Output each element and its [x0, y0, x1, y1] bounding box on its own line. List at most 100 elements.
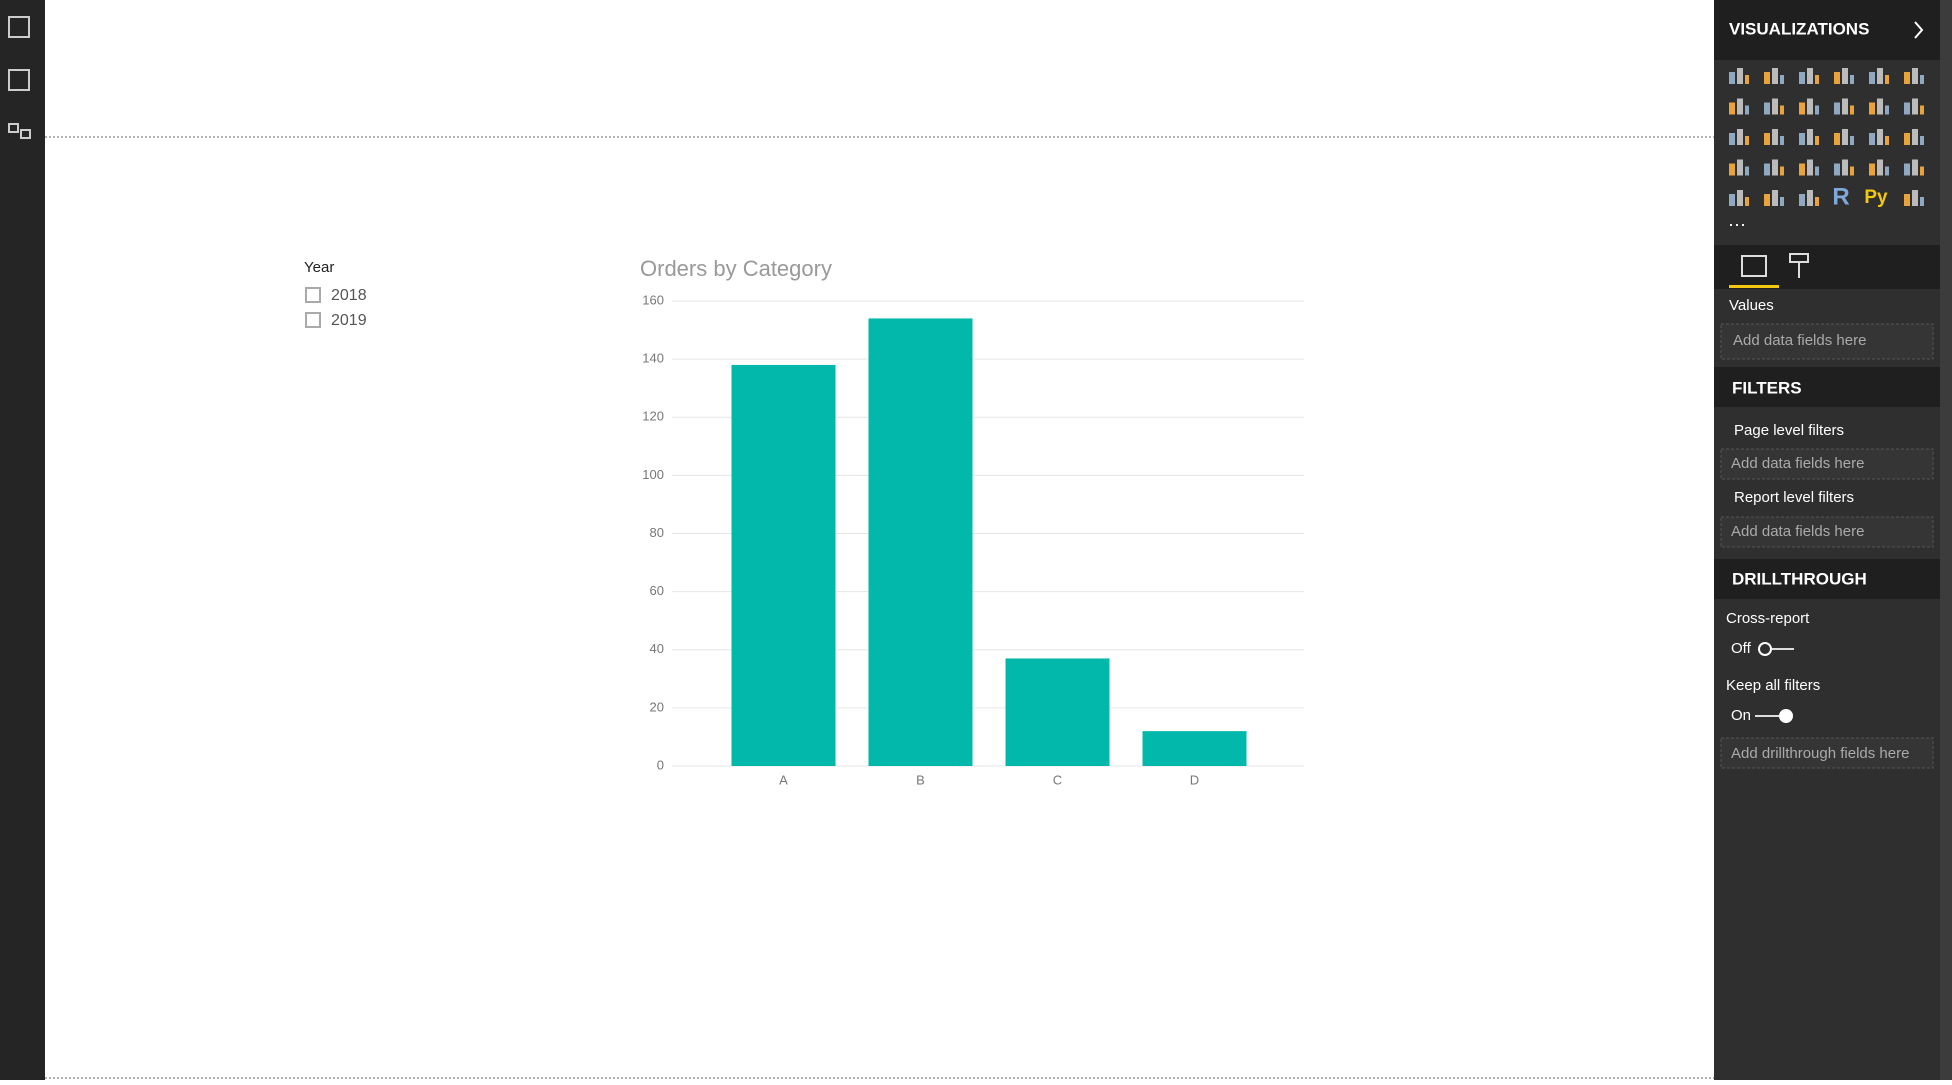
viz-icon-part	[1834, 72, 1840, 84]
viz-icon-part	[1772, 190, 1778, 206]
viz-icon[interactable]	[1729, 98, 1749, 115]
viz-icon[interactable]	[1799, 98, 1819, 115]
viz-icon-part	[1807, 98, 1813, 115]
viz-icon[interactable]	[1799, 190, 1819, 206]
drop-zone[interactable]	[1720, 323, 1934, 360]
viz-icon-part	[1834, 133, 1840, 145]
viz-icon-part	[1885, 136, 1889, 145]
placeholder: Add data fields here	[1733, 332, 1866, 349]
viz-icon-part	[1904, 194, 1910, 206]
viz-icon[interactable]	[1729, 129, 1749, 145]
viz-icon-part	[1764, 163, 1770, 176]
viz-icon[interactable]	[1869, 129, 1889, 145]
viz-icon-part	[1912, 129, 1918, 145]
viz-icon-part	[1729, 194, 1735, 206]
viz-icon[interactable]	[1904, 68, 1924, 84]
viz-icon[interactable]	[1729, 68, 1749, 84]
drop-zone[interactable]	[1720, 448, 1934, 480]
data-view-icon[interactable]	[8, 69, 30, 91]
viz-icon-part	[1737, 68, 1743, 84]
viz-icon-part	[1799, 133, 1805, 145]
y-tick-label: 40	[650, 641, 664, 656]
viz-icon[interactable]	[1834, 98, 1854, 115]
viz-icon-part	[1745, 197, 1749, 206]
viz-icon-part	[1842, 68, 1848, 84]
viz-icon[interactable]	[1799, 129, 1819, 145]
viz-icon-part	[1912, 68, 1918, 84]
viz-icon[interactable]	[1764, 98, 1784, 115]
bar	[1005, 658, 1110, 766]
viz-icon-part	[1780, 166, 1784, 176]
filter-label: Report level filters	[1734, 489, 1854, 506]
checkbox[interactable]	[305, 312, 321, 328]
y-tick-label: 120	[642, 409, 664, 424]
panel-title: VISUALIZATIONS	[1729, 19, 1869, 38]
viz-icon-part	[1764, 102, 1770, 115]
viz-icon-part	[1807, 68, 1813, 84]
viz-icon[interactable]	[1904, 190, 1924, 206]
viz-icon-part	[1815, 166, 1819, 176]
viz-icon-part	[1815, 136, 1819, 145]
viz-icon[interactable]	[1799, 68, 1819, 84]
y-tick-label: 100	[642, 467, 664, 482]
viz-icon-r[interactable]: R	[1832, 183, 1849, 210]
viz-icon-part	[1912, 159, 1918, 176]
viz-icon-part	[1842, 129, 1848, 145]
viz-icon-part	[1834, 163, 1840, 176]
x-tick-label: D	[1190, 772, 1199, 787]
panel-header	[1714, 0, 1940, 60]
slicer-item[interactable]: 2019	[331, 312, 367, 329]
checkbox[interactable]	[305, 287, 321, 303]
viz-icon[interactable]	[1869, 68, 1889, 84]
viz-icon[interactable]	[1904, 159, 1924, 176]
viz-icon[interactable]	[1834, 159, 1854, 176]
viz-icon[interactable]	[1904, 98, 1924, 115]
viz-icon-part	[1869, 102, 1875, 115]
viz-icon[interactable]	[1904, 129, 1924, 145]
toggle[interactable]	[1758, 642, 1772, 656]
viz-icon-part	[1737, 190, 1743, 206]
viz-icon[interactable]	[1834, 129, 1854, 145]
viz-icon[interactable]	[1764, 190, 1784, 206]
toggle-state: On	[1731, 707, 1751, 724]
fields-tab[interactable]	[1741, 255, 1767, 277]
model-view-icon[interactable]	[8, 123, 19, 133]
toggle[interactable]	[1779, 709, 1793, 723]
filter-label: Page level filters	[1734, 422, 1844, 439]
y-tick-label: 60	[650, 583, 664, 598]
viz-icon-part	[1807, 159, 1813, 176]
viz-icon[interactable]	[1869, 159, 1889, 176]
drillthrough-title: DRILLTHROUGH	[1732, 569, 1867, 588]
viz-icon[interactable]	[1799, 159, 1819, 176]
drop-zone[interactable]	[1720, 737, 1934, 769]
viz-icon-part	[1772, 159, 1778, 176]
viz-icon-part	[1885, 105, 1889, 115]
viz-icon-part	[1904, 72, 1910, 84]
drop-zone[interactable]	[1720, 516, 1934, 548]
viz-icon[interactable]	[1764, 159, 1784, 176]
collapse-arrow[interactable]	[1914, 21, 1924, 39]
viz-icon-py[interactable]: Py	[1864, 187, 1888, 208]
viz-icon-part	[1869, 133, 1875, 145]
scroll-strip	[1940, 0, 1952, 1080]
viz-icon[interactable]	[1834, 68, 1854, 84]
report-view-icon[interactable]	[8, 16, 30, 38]
viz-icon-part	[1772, 98, 1778, 115]
viz-icon-part	[1745, 75, 1749, 84]
viz-icon[interactable]	[1729, 190, 1749, 206]
slicer-item[interactable]: 2018	[331, 287, 367, 304]
viz-icon[interactable]	[1764, 68, 1784, 84]
viz-icon[interactable]	[1869, 98, 1889, 115]
x-tick-label: B	[916, 772, 925, 787]
viz-icon-part	[1842, 159, 1848, 176]
viz-icon-part	[1877, 98, 1883, 115]
viz-icon-part	[1912, 190, 1918, 206]
viz-icon[interactable]	[1764, 129, 1784, 145]
viz-icon-part	[1885, 166, 1889, 176]
viz-icon[interactable]	[1729, 159, 1749, 176]
viz-icon-part	[1850, 75, 1854, 84]
more-icon[interactable]: ⋯	[1728, 215, 1746, 235]
